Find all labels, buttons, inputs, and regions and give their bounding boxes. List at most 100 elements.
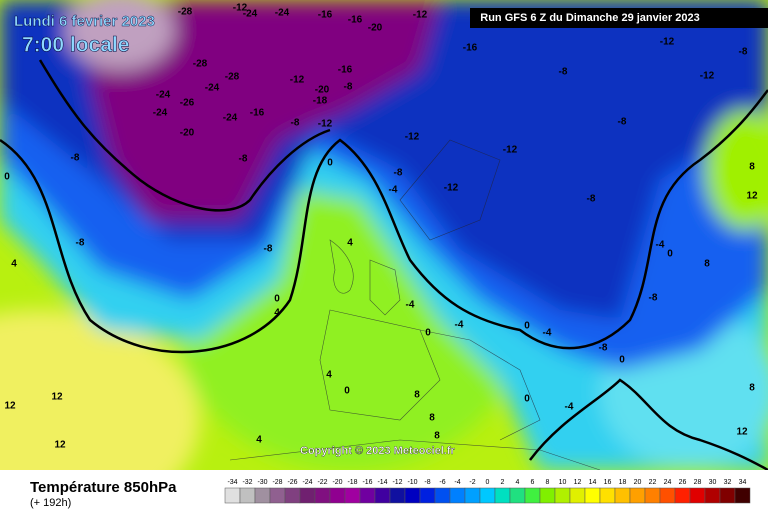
contour-label: -4 bbox=[455, 320, 464, 331]
scale-swatch bbox=[254, 487, 271, 504]
scale-swatch bbox=[704, 487, 721, 504]
scale-label: 20 bbox=[634, 479, 642, 486]
scale-label: -20 bbox=[332, 479, 342, 486]
contour-labels: -28 -24 -16 -16 -20 -16 -12 -8 -28 -24 -26 -24 -28 -2… bbox=[4, 3, 758, 451]
contour-label: 12 bbox=[51, 392, 63, 403]
contour-label: -8 bbox=[587, 194, 596, 205]
contour-label: 12 bbox=[4, 401, 16, 412]
scale-label: 24 bbox=[664, 479, 672, 486]
contour-label: -12 bbox=[318, 119, 333, 130]
scale-swatch bbox=[329, 487, 346, 504]
scale-swatch bbox=[509, 487, 526, 504]
scale-swatch bbox=[374, 487, 391, 504]
contour-label: -4 bbox=[565, 402, 574, 413]
contour-label: 4 bbox=[347, 238, 353, 249]
contour-label: 12 bbox=[736, 427, 748, 438]
scale-swatch bbox=[539, 487, 556, 504]
scale-swatch bbox=[419, 487, 436, 504]
contour-label: -20 bbox=[315, 85, 330, 96]
scale-swatch bbox=[584, 487, 601, 504]
scale-label: 34 bbox=[739, 479, 747, 486]
scale-label: -10 bbox=[407, 479, 417, 486]
scale-label: -32 bbox=[242, 479, 252, 486]
contour-label: -8 bbox=[559, 67, 568, 78]
coastlines bbox=[229, 139, 601, 470]
contour-label: -8 bbox=[618, 117, 627, 128]
contour-label: -8 bbox=[239, 154, 248, 165]
copyright: Copyright © 2023 Meteociel.fr bbox=[300, 445, 456, 457]
scale-swatch bbox=[389, 487, 406, 504]
scale-label: 2 bbox=[501, 479, 505, 486]
run-info: Run GFS 6 Z du Dimanche 29 janvier 2023 bbox=[480, 12, 699, 24]
contour-label: -16 bbox=[250, 108, 265, 119]
scale-swatch bbox=[569, 487, 586, 504]
contour-label: -8 bbox=[71, 153, 80, 164]
contour-label: -16 bbox=[348, 15, 363, 26]
contour-label: 4 bbox=[11, 259, 17, 270]
scale-swatch bbox=[269, 487, 286, 504]
scale-label: 18 bbox=[619, 479, 627, 486]
contour-label: 8 bbox=[749, 162, 755, 173]
scale-label: 14 bbox=[589, 479, 597, 486]
contour-label: -4 bbox=[389, 185, 398, 196]
scale-label: -4 bbox=[454, 479, 460, 486]
scale-swatch bbox=[449, 487, 466, 504]
contour-label: -18 bbox=[313, 96, 328, 107]
contour-label: 12 bbox=[54, 440, 66, 451]
scale-label: -34 bbox=[227, 479, 237, 486]
scale-label: -30 bbox=[257, 479, 267, 486]
contour-label: 8 bbox=[414, 390, 420, 401]
scale-label: -8 bbox=[424, 479, 430, 486]
scale-label: -12 bbox=[392, 479, 402, 486]
scale-swatch bbox=[659, 487, 676, 504]
contour-label: 0 bbox=[667, 249, 673, 260]
contour-label: 0 bbox=[327, 158, 333, 169]
scale-swatch bbox=[494, 487, 511, 504]
scale-swatch bbox=[359, 487, 376, 504]
contour-label: -28 bbox=[193, 59, 208, 70]
scale-swatch bbox=[524, 487, 541, 504]
contour-label: -28 bbox=[178, 7, 193, 18]
run-box bbox=[470, 8, 768, 28]
scale-label: 32 bbox=[724, 479, 732, 486]
contour-label: -12 bbox=[290, 75, 305, 86]
contour-label: -12 bbox=[700, 71, 715, 82]
contour-label: -8 bbox=[76, 238, 85, 249]
scale-swatch bbox=[284, 487, 301, 504]
scale-label: 10 bbox=[559, 479, 567, 486]
contour-label: 0 bbox=[619, 355, 625, 366]
scale-swatch bbox=[719, 487, 736, 504]
contour-label: -24 bbox=[223, 113, 238, 124]
contour-label: -12 bbox=[413, 10, 428, 21]
scale-label: 6 bbox=[531, 479, 535, 486]
contour-label: 8 bbox=[434, 431, 440, 442]
scale-label: 12 bbox=[574, 479, 582, 486]
contour-label: -24 bbox=[243, 9, 258, 20]
contour-label: -16 bbox=[338, 65, 353, 76]
scale-label: 8 bbox=[546, 479, 550, 486]
contour-label: -8 bbox=[344, 82, 353, 93]
contour-label: 0 bbox=[4, 172, 10, 183]
scale-label: -16 bbox=[362, 479, 372, 486]
contour-label: -24 bbox=[205, 83, 220, 94]
contour-label: -26 bbox=[180, 98, 195, 109]
contour-label: 0 bbox=[524, 321, 530, 332]
contour-label: -12 bbox=[233, 3, 248, 14]
color-scale: -34 -32 -30 -28 -26 -24 -22 -20 -18 -16 -14 -12 -10-… bbox=[224, 479, 751, 504]
contour-label: 0 bbox=[524, 394, 530, 405]
scale-swatch bbox=[644, 487, 661, 504]
scale-swatch bbox=[674, 487, 691, 504]
scale-swatch bbox=[734, 487, 751, 504]
contour-label: -16 bbox=[463, 43, 478, 54]
isotherms bbox=[0, 59, 768, 470]
scale-label: 16 bbox=[604, 479, 612, 486]
map-date: Lundi 6 fevrier 2023 bbox=[14, 13, 155, 30]
contour-label: -8 bbox=[394, 168, 403, 179]
map-time: 7:00 locale bbox=[22, 34, 129, 57]
contour-label: -12 bbox=[503, 145, 518, 156]
contour-label: -24 bbox=[156, 90, 171, 101]
scale-swatch bbox=[404, 487, 421, 504]
